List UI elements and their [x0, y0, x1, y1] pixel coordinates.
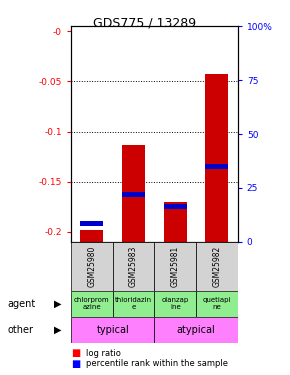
Bar	[80, 221, 103, 226]
Text: GSM25981: GSM25981	[171, 246, 180, 287]
Text: olanzap
ine: olanzap ine	[162, 297, 189, 310]
Text: log ratio: log ratio	[86, 349, 120, 358]
Bar	[164, 202, 187, 242]
Text: GDS775 / 13289: GDS775 / 13289	[93, 17, 197, 30]
Bar	[196, 242, 238, 291]
Text: other: other	[7, 325, 33, 335]
Text: thioridazin
e: thioridazin e	[115, 297, 152, 310]
Text: ▶: ▶	[54, 325, 62, 335]
Text: ■: ■	[71, 359, 80, 369]
Text: ■: ■	[71, 348, 80, 358]
Text: agent: agent	[7, 299, 35, 309]
Bar	[71, 242, 113, 291]
Bar	[80, 230, 103, 242]
Bar	[155, 242, 196, 291]
Text: percentile rank within the sample: percentile rank within the sample	[86, 359, 228, 368]
Bar	[164, 204, 187, 209]
Bar	[155, 317, 238, 343]
Bar	[196, 291, 238, 317]
Text: typical: typical	[96, 325, 129, 335]
Text: atypical: atypical	[177, 325, 215, 335]
Bar	[113, 291, 155, 317]
Bar	[71, 291, 113, 317]
Text: chlorprom
azine: chlorprom azine	[74, 297, 110, 310]
Bar	[206, 164, 229, 169]
Text: GSM25980: GSM25980	[87, 246, 96, 287]
Bar	[206, 74, 229, 242]
Text: GSM25983: GSM25983	[129, 246, 138, 287]
Bar	[155, 291, 196, 317]
Text: quetiapi
ne: quetiapi ne	[203, 297, 231, 310]
Text: GSM25982: GSM25982	[213, 246, 222, 287]
Bar	[122, 192, 145, 197]
Bar	[122, 145, 145, 242]
Bar	[71, 317, 155, 343]
Text: ▶: ▶	[54, 299, 62, 309]
Bar	[113, 242, 155, 291]
